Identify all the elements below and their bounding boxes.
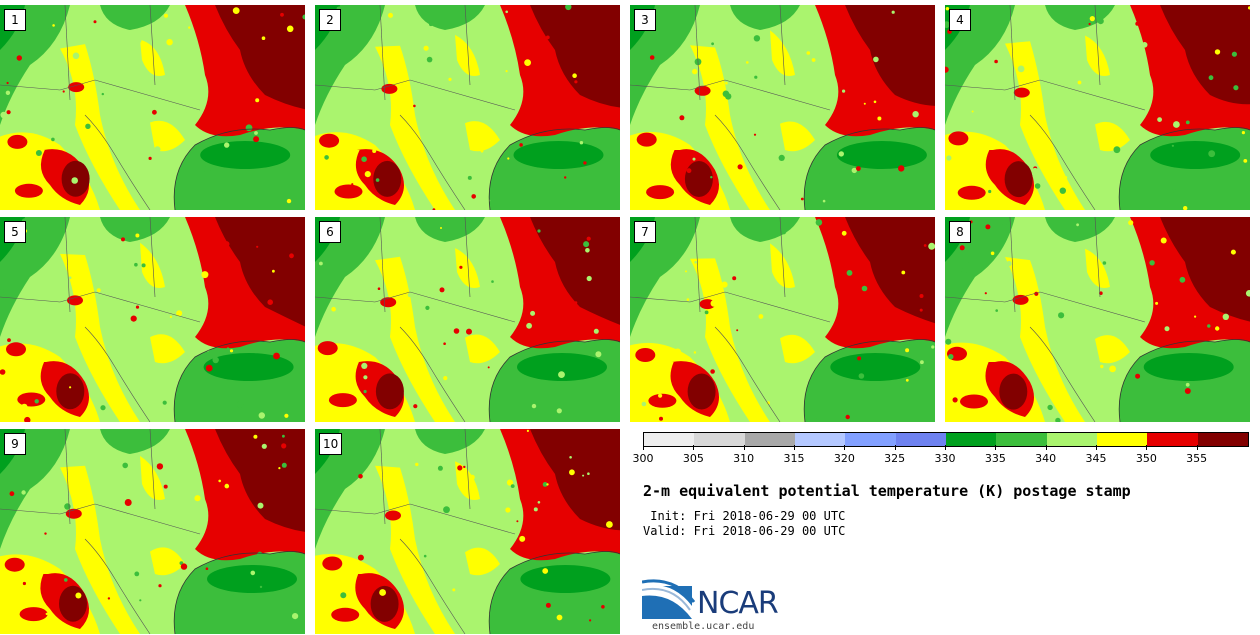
ncar-logo-icon bbox=[642, 579, 696, 619]
member-map bbox=[315, 5, 620, 210]
colorbar-tick bbox=[643, 445, 644, 450]
colorbar bbox=[643, 432, 1249, 447]
colorbar-tick bbox=[794, 445, 795, 450]
colorbar-tick-label: 325 bbox=[884, 452, 906, 465]
member-map bbox=[945, 5, 1250, 210]
colorbar-swatch bbox=[644, 433, 695, 446]
website-url: ensemble.ucar.edu bbox=[652, 621, 755, 632]
colorbar-swatch bbox=[1046, 433, 1097, 446]
colorbar-swatch bbox=[895, 433, 946, 446]
member-map bbox=[0, 429, 305, 634]
colorbar-swatch bbox=[794, 433, 846, 446]
colorbar-swatch bbox=[845, 433, 896, 446]
member-map bbox=[315, 217, 620, 422]
colorbar-tick bbox=[844, 445, 846, 450]
member-map bbox=[630, 5, 935, 210]
colorbar-tick bbox=[894, 445, 896, 450]
colorbar-tick-label: 335 bbox=[984, 452, 1006, 465]
member-number-label: 9 bbox=[4, 433, 26, 455]
ensemble-member-panel: 7 bbox=[630, 217, 935, 422]
member-map bbox=[0, 5, 305, 210]
colorbar-swatch bbox=[1197, 433, 1248, 446]
member-map bbox=[315, 429, 620, 634]
member-map bbox=[945, 217, 1250, 422]
member-number-label: 4 bbox=[949, 9, 971, 31]
colorbar-swatch bbox=[694, 433, 745, 446]
init-time: Init: Fri 2018-06-29 00 UTC bbox=[643, 509, 846, 523]
colorbar-tick bbox=[1196, 445, 1198, 450]
colorbar-tick bbox=[945, 445, 946, 450]
member-number-label: 5 bbox=[4, 221, 26, 243]
colorbar-swatch bbox=[1096, 433, 1148, 446]
ensemble-member-panel: 3 bbox=[630, 5, 935, 210]
colorbar-tick-label: 350 bbox=[1135, 452, 1157, 465]
member-number-label: 1 bbox=[4, 9, 26, 31]
colorbar-tick-label: 330 bbox=[934, 452, 956, 465]
colorbar-tick-label: 320 bbox=[833, 452, 855, 465]
colorbar-tick-label: 310 bbox=[733, 452, 755, 465]
colorbar-tick-label: 345 bbox=[1085, 452, 1107, 465]
ensemble-member-panel: 8 bbox=[945, 217, 1250, 422]
member-number-label: 3 bbox=[634, 9, 656, 31]
ensemble-member-panel: 5 bbox=[0, 217, 305, 422]
colorbar-tick bbox=[995, 445, 997, 450]
colorbar-labels: 300 305 310 315 320 325 330 335 340 345 350 355 bbox=[633, 452, 1247, 466]
member-number-label: 6 bbox=[319, 221, 341, 243]
member-number-label: 8 bbox=[949, 221, 971, 243]
colorbar-ticks bbox=[643, 445, 1249, 450]
colorbar-tick bbox=[1045, 445, 1047, 450]
member-number-label: 10 bbox=[319, 433, 343, 455]
colorbar-tick-label: 315 bbox=[783, 452, 805, 465]
colorbar-tick-label: 300 bbox=[632, 452, 654, 465]
colorbar-tick-label: 305 bbox=[682, 452, 704, 465]
member-map bbox=[0, 217, 305, 422]
colorbar-tick bbox=[693, 445, 695, 450]
member-map bbox=[630, 217, 935, 422]
plot-title: 2-m equivalent potential temperature (K)… bbox=[643, 482, 1131, 500]
colorbar-tick bbox=[1146, 445, 1148, 450]
ensemble-member-panel: 6 bbox=[315, 217, 620, 422]
ncar-logo-text: NCAR bbox=[697, 586, 779, 621]
ensemble-member-panel: 10 bbox=[315, 429, 620, 634]
ensemble-member-panel: 9 bbox=[0, 429, 305, 634]
colorbar-swatch bbox=[996, 433, 1047, 446]
colorbar-tick-label: 355 bbox=[1186, 452, 1208, 465]
ensemble-member-panel: 2 bbox=[315, 5, 620, 210]
colorbar-swatch bbox=[1147, 433, 1198, 446]
ensemble-member-panel: 4 bbox=[945, 5, 1250, 210]
colorbar-swatch bbox=[744, 433, 795, 446]
member-number-label: 2 bbox=[319, 9, 341, 31]
colorbar-tick-label: 340 bbox=[1035, 452, 1057, 465]
member-number-label: 7 bbox=[634, 221, 656, 243]
valid-time: Valid: Fri 2018-06-29 00 UTC bbox=[643, 524, 846, 538]
colorbar-swatch bbox=[945, 433, 997, 446]
colorbar-tick bbox=[743, 445, 745, 450]
colorbar-tick bbox=[1096, 445, 1097, 450]
ensemble-member-panel: 1 bbox=[0, 5, 305, 210]
